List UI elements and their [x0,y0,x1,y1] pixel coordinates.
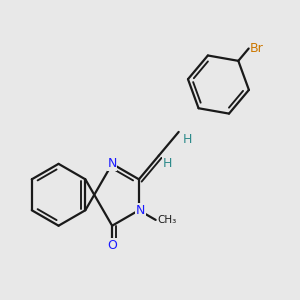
Text: CH₃: CH₃ [158,215,177,225]
Text: H: H [183,133,192,146]
Text: O: O [107,238,117,251]
Text: N: N [136,204,145,217]
Text: Br: Br [250,42,264,55]
Text: N: N [107,158,117,170]
Text: H: H [163,157,172,169]
